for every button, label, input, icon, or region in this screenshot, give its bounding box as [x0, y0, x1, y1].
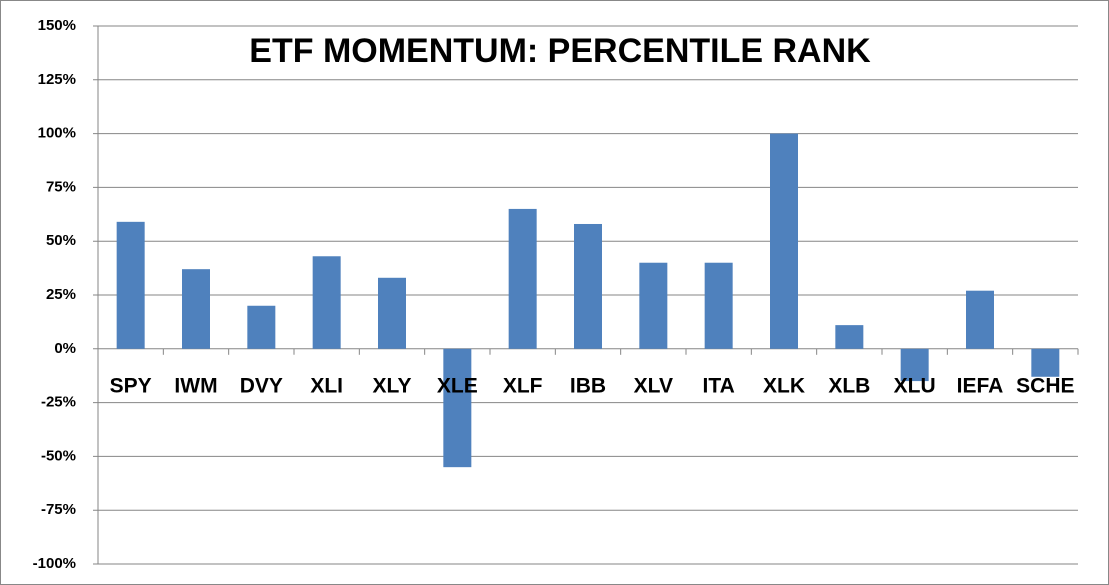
y-tick-label: 0% [54, 340, 76, 357]
x-tick-label: SPY [110, 374, 152, 397]
bar [508, 208, 537, 349]
chart-title: ETF MOMENTUM: PERCENTILE RANK [249, 32, 871, 70]
x-tick-label: XLY [373, 374, 412, 397]
x-tick-label: XLI [310, 374, 343, 397]
y-tick-label: -25% [41, 394, 76, 411]
x-tick-label: DVY [240, 374, 283, 397]
y-tick-label: 100% [38, 125, 76, 142]
x-tick-label: XLF [503, 374, 543, 397]
y-tick-label: 50% [46, 232, 76, 249]
bar [966, 290, 994, 349]
y-tick-label: 150% [38, 17, 76, 34]
x-tick-label: ITA [703, 374, 735, 397]
bar [443, 348, 472, 468]
bar [116, 221, 145, 349]
bar [312, 256, 341, 349]
y-tick-label: -100% [33, 555, 76, 572]
bar [639, 262, 668, 349]
y-tick-label: 125% [38, 71, 76, 88]
bar [182, 269, 210, 349]
y-tick-label: -75% [41, 501, 76, 518]
x-tick-label: XLV [634, 374, 673, 397]
x-tick-label: XLB [828, 374, 870, 397]
bar [247, 305, 276, 349]
x-tick-label: IWM [174, 374, 217, 397]
bar [1031, 348, 1060, 377]
bar [770, 133, 798, 349]
x-tick-label: IEFA [957, 374, 1004, 397]
y-tick-label: 75% [46, 178, 76, 195]
bar [835, 325, 864, 349]
bar [574, 223, 602, 349]
x-tick-label: XLU [894, 374, 936, 397]
x-tick-label: XLK [763, 374, 805, 397]
x-tick-label: IBB [570, 374, 606, 397]
x-tick-label: XLE [437, 374, 478, 397]
x-tick-label: SCHE [1016, 374, 1074, 397]
bar [704, 262, 733, 349]
bar [900, 348, 929, 382]
y-tick-label: -50% [41, 447, 76, 464]
bar [378, 277, 406, 349]
y-tick-label: 25% [46, 286, 76, 303]
